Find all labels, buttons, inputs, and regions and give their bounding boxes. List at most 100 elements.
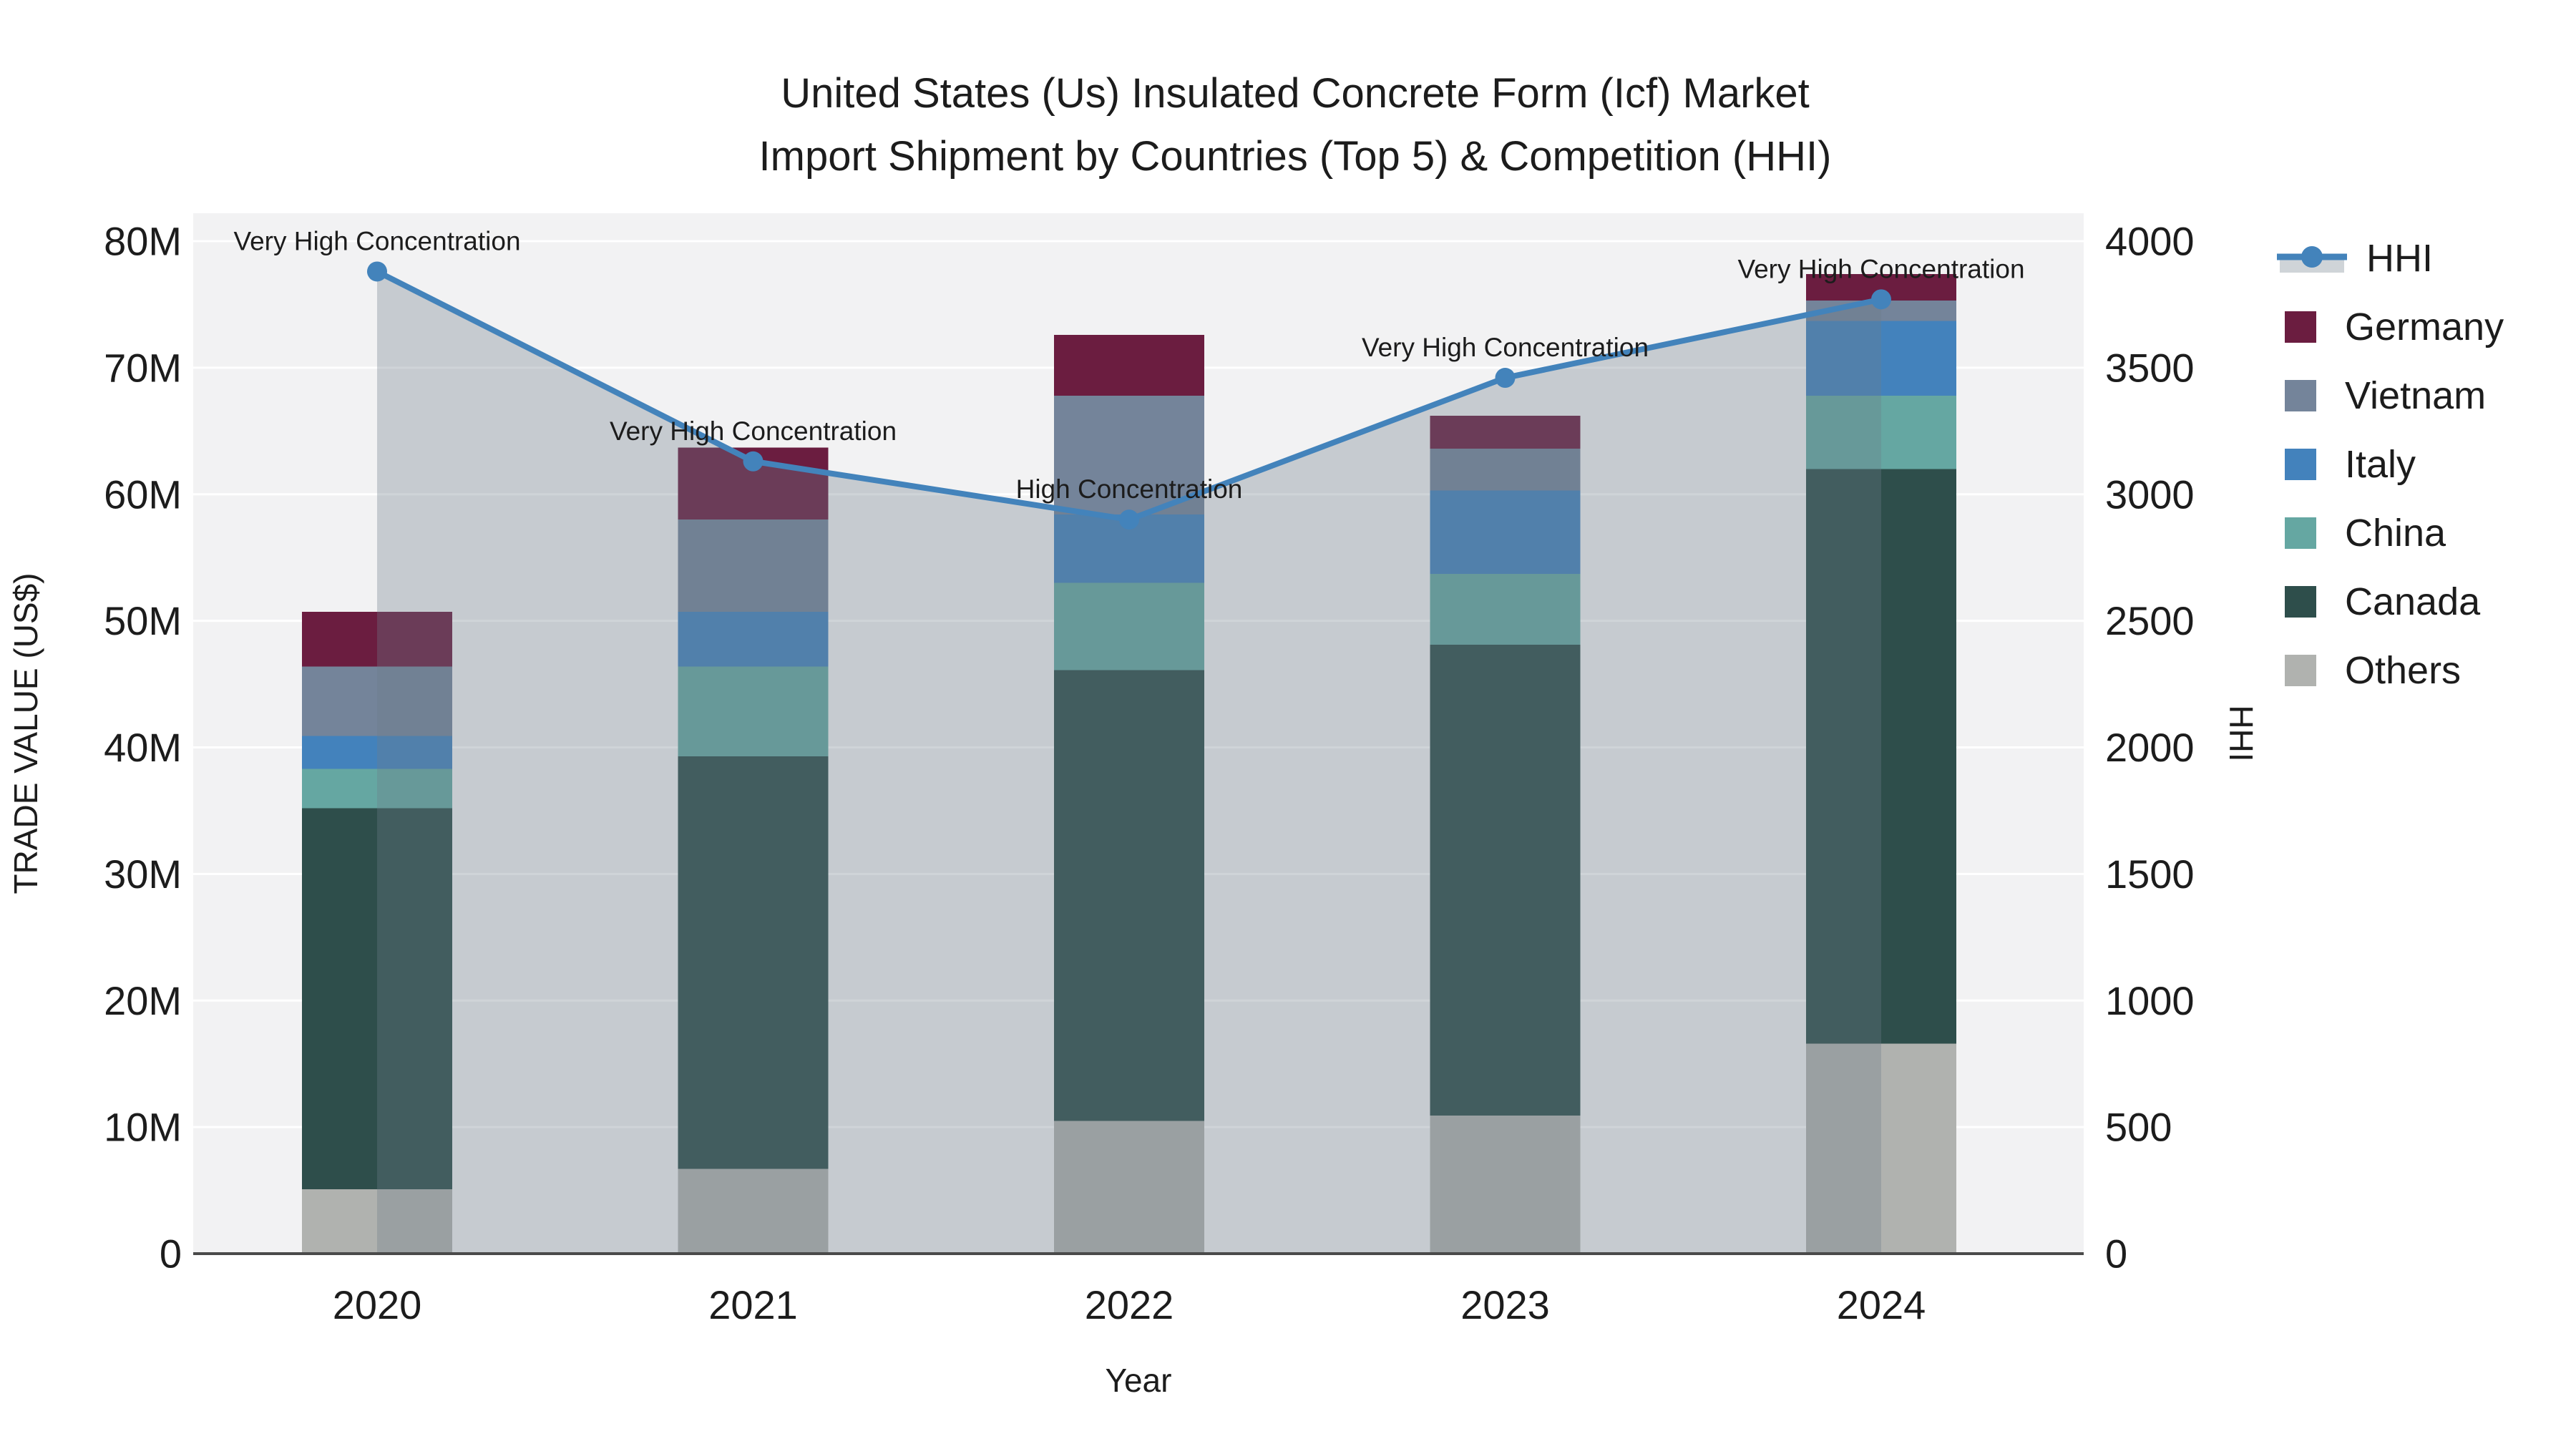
annotations-layer: Very High Concentration Very High Concent… <box>233 226 2024 504</box>
bar-2023 <box>1430 416 1581 1254</box>
bar-segment-china-2020 <box>302 769 452 809</box>
bar-segment-canada-2022 <box>1054 670 1204 1121</box>
bar-segment-vietnam-2023 <box>1430 449 1581 491</box>
legend-label-vietnam: Vietnam <box>2345 374 2486 417</box>
hhi-line-layer <box>367 261 1891 530</box>
right-tick-2000: 2000 <box>2105 725 2195 770</box>
bar-2021 <box>678 447 829 1254</box>
bar-segment-china-2022 <box>1054 582 1204 670</box>
annotation-2020: Very High Concentration <box>233 226 520 255</box>
right-tick-4000: 4000 <box>2105 219 2195 264</box>
right-tick-500: 500 <box>2105 1105 2172 1150</box>
annotation-2021: Very High Concentration <box>610 416 897 446</box>
bar-segment-italy-2024 <box>1806 321 1956 396</box>
legend-swatch-italy <box>2285 449 2316 480</box>
legend-label-italy: Italy <box>2345 443 2416 486</box>
bar-segment-china-2024 <box>1806 395 1956 469</box>
legend-label-germany: Germany <box>2345 306 2504 348</box>
legend-swatch-canada <box>2285 586 2316 618</box>
bar-segment-vietnam-2020 <box>302 666 452 736</box>
hhi-area-fill <box>377 271 1881 1254</box>
annotation-2022: High Concentration <box>1016 474 1243 504</box>
bar-segment-italy-2020 <box>302 736 452 769</box>
legend-item-china[interactable]: China <box>2285 512 2446 555</box>
legend-swatch-others <box>2285 655 2316 686</box>
bar-segment-others-2022 <box>1054 1121 1204 1254</box>
legend-item-vietnam[interactable]: Vietnam <box>2285 374 2486 417</box>
bar-segment-canada-2021 <box>678 756 829 1169</box>
bar-segment-canada-2024 <box>1806 469 1956 1044</box>
right-tick-2500: 2500 <box>2105 598 2195 643</box>
legend-item-canada[interactable]: Canada <box>2285 580 2481 623</box>
bar-segment-vietnam-2022 <box>1054 395 1204 515</box>
bar-2020 <box>302 612 452 1254</box>
legend-swatch-china <box>2285 517 2316 549</box>
left-tick-20M: 20M <box>104 978 182 1023</box>
bar-segment-china-2021 <box>678 666 829 756</box>
x-tick-2022: 2022 <box>1085 1282 1174 1327</box>
right-tick-1500: 1500 <box>2105 852 2195 897</box>
left-tick-70M: 70M <box>104 345 182 390</box>
left-tick-30M: 30M <box>104 852 182 897</box>
legend-label-hhi: HHI <box>2366 237 2433 280</box>
x-tick-2024: 2024 <box>1837 1282 1926 1327</box>
x-tick-2021: 2021 <box>708 1282 798 1327</box>
legend-label-canada: Canada <box>2345 580 2481 623</box>
bar-segment-others-2020 <box>302 1189 452 1254</box>
left-tick-0: 0 <box>160 1231 182 1277</box>
left-tick-60M: 60M <box>104 472 182 517</box>
x-tick-2020: 2020 <box>333 1282 422 1327</box>
bar-2024 <box>1806 273 1956 1254</box>
stacked-bars-layer <box>302 273 1956 1254</box>
annotation-2024: Very High Concentration <box>1737 254 2024 283</box>
legend-label-others: Others <box>2345 649 2461 692</box>
right-tick-3000: 3000 <box>2105 472 2195 517</box>
annotation-2023: Very High Concentration <box>1362 333 1649 362</box>
legend-swatch-germany <box>2285 311 2316 343</box>
legend-item-others[interactable]: Others <box>2285 649 2461 692</box>
right-tick-0: 0 <box>2105 1231 2127 1277</box>
bar-segment-germany-2020 <box>302 612 452 667</box>
left-tick-40M: 40M <box>104 725 182 770</box>
hhi-marker-2021 <box>743 451 763 472</box>
left-tick-10M: 10M <box>104 1105 182 1150</box>
legend-item-hhi[interactable]: HHI <box>2277 237 2433 280</box>
bar-segment-germany-2023 <box>1430 416 1581 449</box>
bar-segment-canada-2020 <box>302 808 452 1189</box>
bar-segment-germany-2022 <box>1054 334 1204 396</box>
left-tick-50M: 50M <box>104 598 182 643</box>
bar-segment-italy-2023 <box>1430 490 1581 575</box>
right-tick-3500: 3500 <box>2105 345 2195 390</box>
bar-segment-others-2023 <box>1430 1116 1581 1254</box>
bar-segment-canada-2023 <box>1430 645 1581 1116</box>
x-axis-ticks: 2020 2021 2022 2023 2024 <box>333 1282 1926 1327</box>
bar-segment-china-2023 <box>1430 574 1581 645</box>
left-axis-ticks: 0 10M 20M 30M 40M 50M 60M 70M 80M <box>104 219 182 1277</box>
x-tick-2023: 2023 <box>1460 1282 1550 1327</box>
bar-segment-italy-2021 <box>678 612 829 667</box>
left-axis-title: TRADE VALUE (US$) <box>7 572 44 894</box>
hhi-marker-2020 <box>367 261 387 282</box>
right-tick-1000: 1000 <box>2105 978 2195 1023</box>
hhi-area-fill-layer <box>377 271 1881 1254</box>
hhi-marker-2023 <box>1495 368 1516 389</box>
hhi-marker-2024 <box>1871 289 1891 310</box>
legend-item-italy[interactable]: Italy <box>2285 443 2416 486</box>
bar-segment-vietnam-2021 <box>678 519 829 613</box>
right-axis-title: HHI <box>2223 705 2260 761</box>
legend-swatch-vietnam <box>2285 380 2316 411</box>
legend-hhi-marker-icon <box>2301 246 2323 268</box>
bar-segment-others-2021 <box>678 1169 829 1254</box>
left-tick-80M: 80M <box>104 219 182 264</box>
bar-2022 <box>1054 334 1204 1254</box>
chart-title-line2: Import Shipment by Countries (Top 5) & C… <box>759 133 1832 180</box>
right-axis-ticks: 0 500 1000 1500 2000 2500 3000 3500 4000 <box>2105 219 2195 1277</box>
hhi-marker-2022 <box>1119 509 1139 530</box>
x-axis-title: Year <box>1106 1362 1172 1399</box>
legend-item-germany[interactable]: Germany <box>2285 306 2504 348</box>
legend: HHI Germany Vietnam Italy China Canada Others <box>2277 237 2504 692</box>
bar-segment-others-2024 <box>1806 1043 1956 1254</box>
chart-title-line1: United States (Us) Insulated Concrete Fo… <box>781 70 1810 117</box>
